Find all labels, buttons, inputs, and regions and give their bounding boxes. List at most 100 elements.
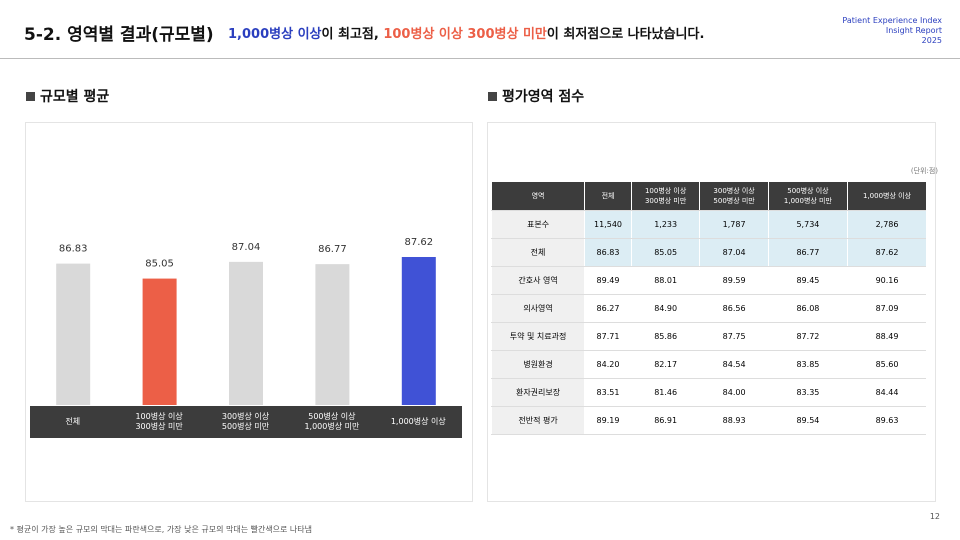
unit: (단위:점) <box>910 167 938 175</box>
x-tick-label: 300병상 이상 500병상 미만 <box>221 412 270 431</box>
value-label: 86.83 <box>59 244 88 255</box>
x-tick-label: 500병상 이상 1,000병상 미만 <box>304 412 360 431</box>
highlight: 100병상 이상 300병상 미만 <box>383 27 547 42</box>
cell: 83.51 <box>584 378 632 407</box>
table-row: 병원환경 84.20 82.17 84.54 83.85 85.60 <box>490 350 926 379</box>
x-tick-label: 1,000병상 이상 <box>390 417 446 426</box>
bar <box>56 263 91 405</box>
cell: 85.60 <box>847 350 926 379</box>
cell: 84.44 <box>847 378 926 407</box>
row-header: 투약 및 치료과정 <box>490 322 585 351</box>
summary: 1,000병상 이상이 최고점, 100병상 이상 300병상 미만이 최저점으… <box>228 23 704 42</box>
footnote: * 평균이 가장 높은 규모의 막대는 파란색으로, 가장 낮은 규모의 막대는… <box>10 525 313 534</box>
row-header: 환자권리보장 <box>490 378 585 407</box>
table-row: 표본수 11,540 1,233 1,787 5,734 2,786 <box>490 210 926 239</box>
cell: 82.17 <box>630 350 700 379</box>
row-header: 표본수 <box>490 210 585 239</box>
panel <box>487 122 936 502</box>
cell: 11,540 <box>584 210 632 239</box>
table-row: 전체 86.83 85.05 87.04 86.77 87.62 <box>490 238 926 267</box>
column-header: 300병상 이상 500병상 미만 <box>699 182 769 211</box>
row-header: 의사영역 <box>490 294 585 323</box>
page-number: 12 <box>929 512 940 521</box>
cell: 90.16 <box>847 266 926 295</box>
row-header: 간호사 영역 <box>490 266 585 295</box>
bar <box>401 256 436 405</box>
cell: 87.62 <box>847 238 926 267</box>
cell: 87.09 <box>847 294 926 323</box>
header-row: 영역 전체 100병상 이상 300병상 미만 300병상 이상 500병상 미만 50… <box>490 182 926 211</box>
cell: 86.56 <box>699 294 769 323</box>
score-table: 영역 전체 100병상 이상 300병상 미만 300병상 이상 500병상 미만 50… <box>490 182 926 435</box>
text: 이 최저점으로 나타났습니다. <box>546 27 705 42</box>
table-row: 전반적 평가 89.19 86.91 88.93 89.54 89.63 <box>490 406 926 435</box>
cell: 81.46 <box>630 378 700 407</box>
cell: 89.54 <box>767 406 848 435</box>
cell: 88.93 <box>699 406 769 435</box>
cell: 85.86 <box>630 322 700 351</box>
cell: 5,734 <box>767 210 848 239</box>
table-row: 의사영역 86.27 84.90 86.56 86.08 87.09 <box>490 294 926 323</box>
cell: 86.91 <box>630 406 700 435</box>
cell: 88.01 <box>630 266 700 295</box>
brand-line: Patient Experience Index <box>842 16 942 25</box>
cell: 87.71 <box>584 322 632 351</box>
column-header: 500병상 이상 1,000병상 미만 <box>767 182 848 211</box>
cell: 84.00 <box>699 378 769 407</box>
bar <box>142 278 177 405</box>
cell: 89.45 <box>767 266 848 295</box>
value-label: 87.62 <box>404 237 433 248</box>
section-title: 규모별 평균 <box>26 86 109 106</box>
cell: 89.19 <box>584 406 632 435</box>
value-label: 85.05 <box>145 259 174 270</box>
cell: 85.05 <box>630 238 700 267</box>
section-title: 평가영역 점수 <box>488 86 584 106</box>
brand: Patient Experience Index Insight Report 20… <box>842 16 942 46</box>
column-header: 1,000병상 이상 <box>847 182 926 211</box>
column-header: 영역 <box>490 182 585 211</box>
text: 이 최고점, <box>321 27 384 42</box>
value-label: 86.77 <box>318 244 347 255</box>
column-header: 전체 <box>584 182 632 211</box>
row-header: 전반적 평가 <box>490 406 585 435</box>
cell: 1,233 <box>630 210 700 239</box>
category-strip <box>30 406 462 438</box>
title: 5-2. 영역별 결과(규모별) <box>24 25 214 45</box>
cell: 86.08 <box>767 294 848 323</box>
bar <box>229 261 263 405</box>
cell: 89.49 <box>584 266 632 295</box>
table-row: 투약 및 치료과정 87.71 85.86 87.75 87.72 88.49 <box>490 322 926 351</box>
cell: 83.85 <box>767 350 848 379</box>
brand-line: 2025 <box>921 36 942 45</box>
cell: 88.49 <box>847 322 926 351</box>
row-header: 전체 <box>490 238 585 267</box>
cell: 1,787 <box>699 210 769 239</box>
cell: 84.20 <box>584 350 632 379</box>
column-header: 100병상 이상 300병상 미만 <box>630 182 700 211</box>
cell: 86.27 <box>584 294 632 323</box>
highlight: 1,000병상 이상 <box>228 27 322 42</box>
bar <box>315 264 350 405</box>
divider <box>0 58 960 59</box>
cell: 86.83 <box>584 238 632 267</box>
cell: 87.75 <box>699 322 769 351</box>
cell: 84.54 <box>699 350 769 379</box>
cell: 89.63 <box>847 406 926 435</box>
row-header: 병원환경 <box>490 350 585 379</box>
brand-line: Insight Report <box>885 26 942 35</box>
table-row: 간호사 영역 89.49 88.01 89.59 89.45 90.16 <box>490 266 926 295</box>
cell: 84.90 <box>630 294 700 323</box>
cell: 87.72 <box>767 322 848 351</box>
cell: 86.77 <box>767 238 848 267</box>
cell: 2,786 <box>847 210 926 239</box>
table-row: 환자권리보장 83.51 81.46 84.00 83.35 84.44 <box>490 378 926 407</box>
panel <box>25 122 473 502</box>
x-tick-label: 전체 <box>65 417 81 426</box>
value-label: 87.04 <box>232 242 261 253</box>
x-tick-label: 100병상 이상 300병상 미만 <box>135 412 183 431</box>
cell: 89.59 <box>699 266 769 295</box>
cell: 83.35 <box>767 378 848 407</box>
cell: 87.04 <box>699 238 769 267</box>
